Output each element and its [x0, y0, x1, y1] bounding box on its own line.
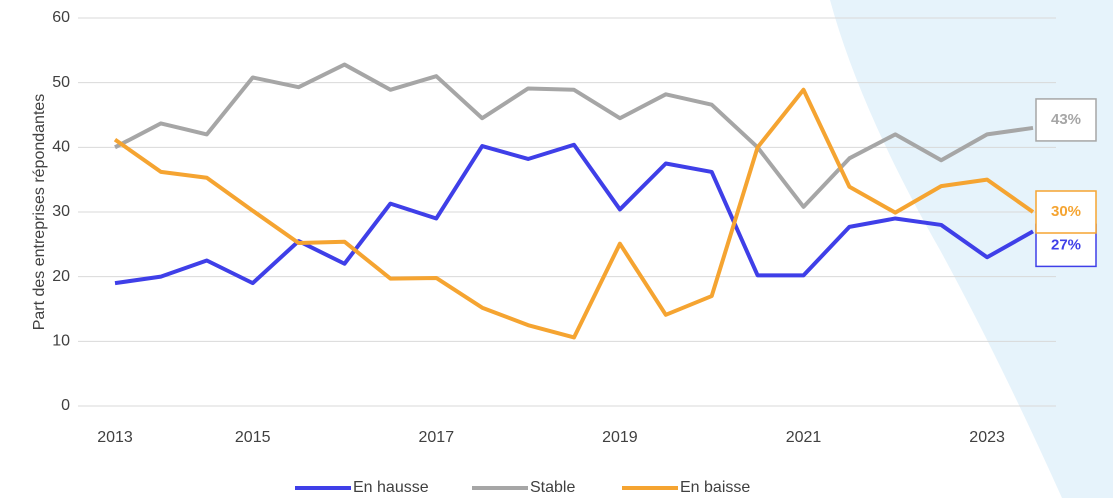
legend-label: En baisse: [680, 479, 750, 496]
x-tick-label: 2023: [969, 429, 1005, 446]
y-tick-label: 0: [61, 397, 70, 414]
y-tick-label: 40: [52, 139, 70, 156]
end-label: 27%: [1051, 236, 1081, 253]
x-tick-label: 2013: [97, 429, 133, 446]
end-label: 43%: [1051, 111, 1081, 128]
legend-label: Stable: [530, 479, 575, 496]
x-tick-label: 2017: [419, 429, 455, 446]
end-label: 30%: [1051, 203, 1081, 220]
legend-label: En hausse: [353, 479, 429, 496]
x-tick-label: 2015: [235, 429, 271, 446]
y-tick-label: 60: [52, 9, 70, 26]
y-tick-label: 50: [52, 74, 70, 91]
y-axis-label: Part des entreprises répondantes: [31, 94, 48, 331]
y-tick-label: 30: [52, 203, 70, 220]
x-tick-label: 2019: [602, 429, 638, 446]
end-label-box: [1035, 98, 1097, 142]
y-tick-label: 10: [52, 333, 70, 350]
x-tick-label: 2021: [786, 429, 822, 446]
series-line: [114, 62, 1034, 209]
end-label-box: [1035, 190, 1097, 234]
y-tick-label: 20: [52, 268, 70, 285]
series-line: [113, 87, 1035, 340]
series-line: [114, 142, 1034, 286]
